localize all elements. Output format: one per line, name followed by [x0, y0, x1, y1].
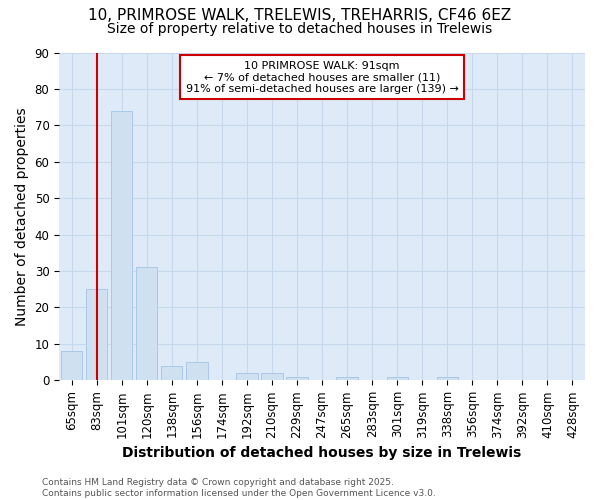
Bar	[286, 376, 308, 380]
Bar	[61, 351, 82, 380]
Bar	[86, 290, 107, 380]
Bar	[236, 373, 257, 380]
Bar	[161, 366, 182, 380]
Text: 10 PRIMROSE WALK: 91sqm
← 7% of detached houses are smaller (11)
91% of semi-det: 10 PRIMROSE WALK: 91sqm ← 7% of detached…	[185, 60, 458, 94]
Text: Size of property relative to detached houses in Trelewis: Size of property relative to detached ho…	[107, 22, 493, 36]
Bar	[386, 376, 408, 380]
Text: 10, PRIMROSE WALK, TRELEWIS, TREHARRIS, CF46 6EZ: 10, PRIMROSE WALK, TRELEWIS, TREHARRIS, …	[88, 8, 512, 22]
Text: Contains HM Land Registry data © Crown copyright and database right 2025.
Contai: Contains HM Land Registry data © Crown c…	[42, 478, 436, 498]
Bar	[186, 362, 208, 380]
Bar	[262, 373, 283, 380]
Bar	[136, 268, 157, 380]
Y-axis label: Number of detached properties: Number of detached properties	[15, 107, 29, 326]
Bar	[337, 376, 358, 380]
Bar	[437, 376, 458, 380]
X-axis label: Distribution of detached houses by size in Trelewis: Distribution of detached houses by size …	[122, 446, 522, 460]
Bar	[111, 111, 133, 380]
